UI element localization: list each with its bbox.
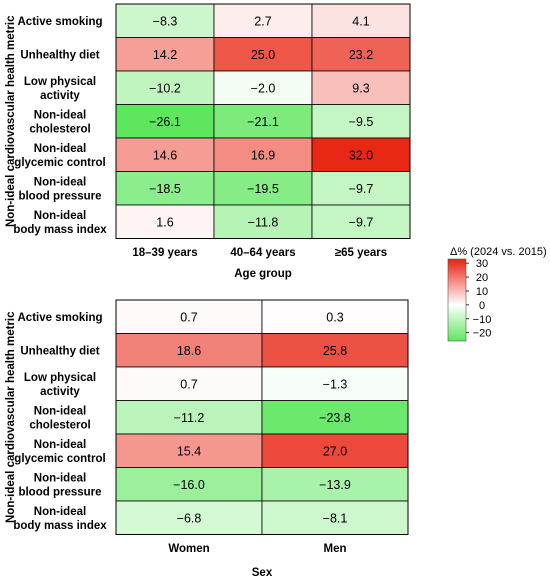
heatmap-frame (115, 3, 411, 239)
legend-tick-label: −10 (473, 314, 492, 326)
cell-value-label: −8.1 (323, 511, 348, 525)
cell-value-label: −13.9 (319, 478, 351, 492)
heatmap-cell (115, 104, 215, 139)
cell-value-label: −9.5 (349, 115, 374, 129)
cell-value-label: 0.7 (180, 310, 197, 324)
heatmap-cell (213, 204, 313, 239)
cell-value-label: 2.7 (254, 14, 271, 28)
cell-value-label: −21.1 (247, 115, 279, 129)
legend-tick-label: 30 (476, 258, 488, 270)
cell-value-label: 18.6 (177, 344, 201, 358)
color-legend: Δ% (2024 vs. 2015) 30 20 10 0 −10 −20 (447, 246, 547, 342)
heatmap-cell (115, 3, 215, 38)
heatmap-cell (261, 500, 409, 535)
cell-value-label: 1.6 (156, 215, 173, 229)
cell-value-label: 14.6 (153, 148, 177, 162)
cell-value-label: −9.7 (349, 182, 374, 196)
cell-value-label: −23.8 (319, 411, 351, 425)
heatmap-cell (261, 366, 409, 401)
cell-value-label: −19.5 (247, 182, 279, 196)
row-label: Non-ideal blood pressure (18, 176, 101, 202)
cell-value-label: 25.8 (323, 344, 347, 358)
row-label: Non-ideal cholesterol (29, 109, 90, 135)
row-label: Non-ideal body mass index (13, 506, 107, 532)
row-label: Active smoking (18, 16, 103, 28)
legend-tick-label: 20 (476, 272, 488, 284)
cell-value-label: 16.9 (251, 148, 275, 162)
legend-tick-label: 10 (476, 286, 488, 298)
row-label: Active smoking (18, 312, 103, 324)
cell-value-label: 4.1 (352, 14, 369, 28)
cell-value-label: −9.7 (349, 215, 374, 229)
heatmap-cell (311, 171, 411, 206)
cell-value-label: 9.3 (352, 81, 369, 95)
heatmap-cell (311, 104, 411, 139)
column-label: Women (168, 543, 209, 555)
heatmap-cell (115, 433, 263, 468)
heatmap-cell (115, 204, 215, 239)
cell-value-label: −11.2 (174, 411, 205, 425)
heatmap-cell (261, 400, 409, 435)
cell-value-label: 23.2 (349, 48, 373, 62)
row-label: Low physical activity (24, 76, 96, 102)
row-label: Unhealthy diet (20, 49, 99, 61)
heatmap-cell (115, 37, 215, 72)
x-axis-title: Age group (234, 268, 292, 280)
cell-value-label: 0.3 (326, 310, 343, 324)
cell-value-label: 25.0 (251, 48, 275, 62)
heatmap-cell (213, 3, 313, 38)
row-label: Non-ideal body mass index (13, 210, 107, 236)
row-label: Non-ideal glycemic control (14, 439, 105, 465)
heatmap-cell (115, 366, 263, 401)
row-label: Low physical activity (24, 372, 96, 398)
heatmap-cell (115, 467, 263, 502)
cell-value-label: −26.1 (149, 115, 181, 129)
cell-value-label: −1.3 (323, 377, 348, 391)
legend-tick-label: 0 (479, 300, 485, 312)
cell-value-label: −10.2 (149, 81, 181, 95)
heatmap-sex: 0.7 0.3 18.6 25.8 0.7 −1.3 −11.2 −23.8 15.4 27.0 −… (5, 299, 409, 579)
cell-value-label: −6.8 (177, 511, 202, 525)
x-axis-title: Sex (252, 567, 273, 579)
cell-value-label: −2.0 (251, 81, 276, 95)
cell-value-label: 0.7 (180, 377, 197, 391)
cell-value-label: 32.0 (349, 148, 373, 162)
row-label: Non-ideal blood pressure (18, 472, 101, 498)
column-label: Men (324, 543, 347, 555)
cell-value-label: −18.5 (149, 182, 181, 196)
cell-value-label: 14.2 (153, 48, 177, 62)
heatmap-cell (213, 171, 313, 206)
cell-value-label: −11.8 (248, 215, 279, 229)
heatmap-frame (115, 299, 409, 535)
heatmap-cell (261, 433, 409, 468)
heatmap-age-group: −8.3 2.7 4.1 14.2 25.0 23.2 −10.2 −2.0 9.3 −26.1 −… (5, 3, 411, 280)
legend-colorbar (447, 258, 467, 342)
heatmap-cell (311, 37, 411, 72)
heatmap-cell (311, 204, 411, 239)
column-label: ≥65 years (335, 247, 387, 259)
legend-title: Δ% (2024 vs. 2015) (450, 246, 547, 258)
y-axis-title: Non-ideal cardiovascular health metric (5, 311, 17, 523)
row-label: Non-ideal cholesterol (29, 405, 90, 431)
column-label: 18–39 years (132, 247, 197, 259)
cell-value-label: 27.0 (323, 444, 347, 458)
cell-value-label: 15.4 (177, 444, 201, 458)
row-label: Non-ideal glycemic control (14, 143, 105, 169)
y-axis-title: Non-ideal cardiovascular health metric (5, 15, 17, 227)
column-label: 40–64 years (230, 247, 295, 259)
heatmap-cell (213, 137, 313, 172)
row-label: Unhealthy diet (20, 345, 99, 357)
heatmap-cell (213, 70, 313, 105)
cell-value-label: −8.3 (153, 14, 178, 28)
cell-value-label: −16.0 (173, 478, 205, 492)
legend-tick-label: −20 (473, 328, 492, 340)
